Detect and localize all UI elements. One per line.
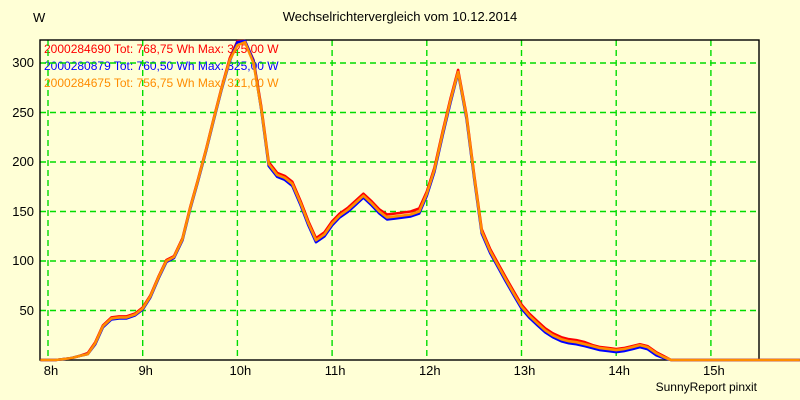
plot-border (39, 39, 760, 361)
x-tick-label: 9h (138, 363, 153, 378)
y-tick-label: 50 (19, 302, 34, 318)
series-line-2000284690 (40, 39, 800, 362)
y-tick-label: 100 (12, 253, 34, 268)
chart-title: Wechselrichtervergleich vom 10.12.2014 (282, 9, 518, 24)
legend-item: 2000284690 Tot: 768,75 Wh Max: 325,00 W (44, 42, 279, 56)
series-line-2000284675 (40, 40, 800, 362)
x-tick-label: 8h (43, 363, 59, 378)
x-tick-label: 14h (608, 363, 631, 378)
y-tick-label: 150 (12, 203, 34, 219)
y-tick-label: 200 (12, 154, 34, 169)
y-tick-label: 300 (12, 55, 34, 70)
footer-credit: SunnyReport pinxit (655, 380, 757, 394)
x-tick-label: 13h (513, 363, 536, 378)
x-tick-label: 12h (418, 363, 441, 378)
series-line-2000280879 (40, 39, 800, 362)
y-tick-label: 250 (12, 104, 34, 120)
x-tick-label: 10h (229, 363, 252, 378)
legend-item: 2000284675 Tot: 756,75 Wh Max: 321,00 W (44, 76, 279, 90)
x-tick-label: 11h (324, 363, 346, 378)
y-axis-unit-label: W (33, 10, 46, 25)
x-tick-label: 15h (703, 363, 725, 378)
